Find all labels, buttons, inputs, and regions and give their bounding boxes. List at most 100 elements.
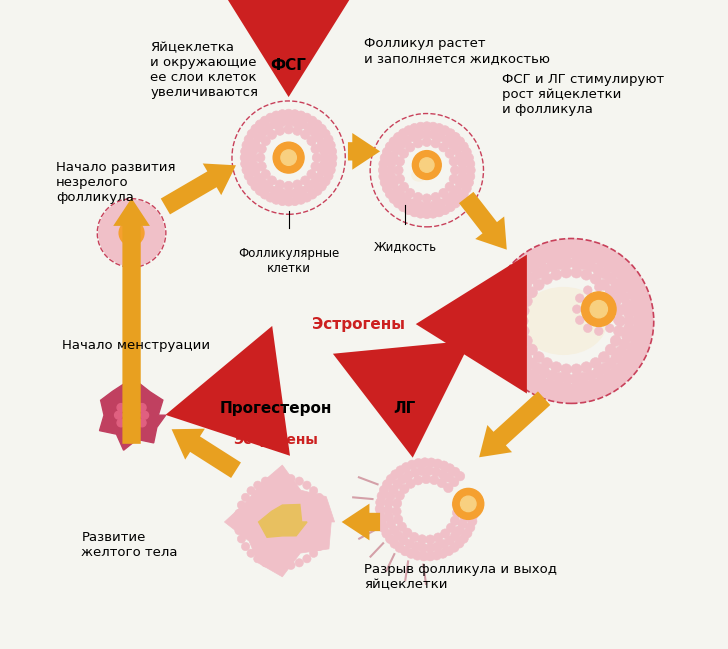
Circle shape (114, 249, 129, 263)
Circle shape (444, 473, 454, 482)
Circle shape (555, 382, 566, 393)
Circle shape (533, 279, 545, 290)
Circle shape (581, 361, 592, 373)
Circle shape (619, 339, 630, 350)
Circle shape (114, 202, 129, 217)
Circle shape (389, 137, 398, 146)
Circle shape (273, 142, 304, 173)
Circle shape (449, 478, 459, 487)
Circle shape (256, 120, 264, 129)
Circle shape (410, 532, 419, 542)
Circle shape (452, 500, 462, 509)
Circle shape (298, 186, 307, 195)
Circle shape (237, 501, 245, 509)
Circle shape (124, 399, 132, 407)
Circle shape (250, 528, 258, 537)
Circle shape (465, 159, 475, 169)
Polygon shape (100, 383, 166, 450)
Circle shape (321, 129, 330, 139)
Circle shape (275, 126, 285, 135)
Circle shape (249, 146, 258, 155)
Circle shape (530, 258, 541, 269)
Circle shape (428, 209, 438, 218)
Circle shape (643, 315, 654, 326)
Circle shape (386, 534, 395, 544)
Circle shape (392, 507, 401, 516)
Circle shape (241, 159, 250, 169)
Circle shape (451, 467, 460, 476)
Circle shape (379, 165, 388, 175)
Circle shape (253, 481, 262, 489)
Circle shape (278, 110, 287, 119)
Circle shape (101, 216, 115, 230)
Circle shape (576, 382, 587, 393)
Circle shape (314, 133, 323, 142)
Circle shape (539, 243, 550, 254)
Circle shape (526, 358, 537, 369)
Circle shape (456, 152, 464, 161)
Circle shape (513, 339, 523, 350)
Circle shape (610, 336, 621, 347)
Circle shape (416, 122, 425, 132)
Circle shape (278, 562, 287, 570)
Circle shape (148, 236, 162, 250)
Circle shape (596, 255, 606, 266)
Text: Эстрогены: Эстрогены (312, 317, 405, 332)
Circle shape (422, 202, 432, 211)
Circle shape (326, 141, 336, 150)
Circle shape (563, 393, 574, 403)
Circle shape (422, 122, 432, 131)
Circle shape (595, 283, 603, 291)
Circle shape (141, 411, 149, 419)
Polygon shape (224, 465, 335, 577)
Circle shape (247, 549, 256, 557)
Circle shape (284, 117, 293, 126)
Circle shape (508, 308, 519, 319)
Circle shape (148, 216, 162, 230)
Circle shape (323, 518, 331, 526)
Circle shape (431, 139, 440, 148)
Circle shape (522, 379, 533, 390)
Text: ФСГ: ФСГ (271, 58, 306, 73)
Circle shape (413, 551, 422, 560)
Circle shape (381, 529, 391, 538)
Circle shape (379, 523, 388, 533)
Circle shape (582, 381, 594, 392)
Circle shape (607, 369, 618, 380)
Circle shape (267, 130, 277, 140)
Circle shape (428, 122, 438, 132)
Circle shape (405, 539, 414, 549)
Circle shape (505, 361, 515, 373)
Circle shape (524, 262, 536, 273)
Circle shape (599, 385, 610, 396)
Circle shape (320, 146, 328, 155)
Circle shape (446, 129, 455, 138)
Text: Начало менструации: Начало менструации (63, 339, 210, 352)
Circle shape (389, 179, 398, 189)
Circle shape (270, 186, 280, 195)
Circle shape (442, 195, 451, 205)
Circle shape (422, 194, 432, 203)
Circle shape (452, 186, 462, 195)
Circle shape (510, 277, 521, 288)
Circle shape (257, 162, 266, 171)
Circle shape (269, 561, 278, 569)
Circle shape (411, 468, 420, 477)
Circle shape (124, 424, 132, 432)
Circle shape (445, 149, 454, 158)
Circle shape (562, 258, 573, 269)
Circle shape (609, 252, 620, 263)
Circle shape (430, 130, 438, 140)
Circle shape (563, 248, 574, 259)
Circle shape (556, 392, 568, 403)
Circle shape (510, 331, 521, 342)
Circle shape (256, 186, 264, 195)
Circle shape (614, 375, 625, 386)
Circle shape (398, 202, 408, 212)
Circle shape (495, 286, 506, 297)
Circle shape (638, 291, 650, 302)
Circle shape (530, 373, 541, 384)
Circle shape (561, 364, 571, 375)
Circle shape (248, 518, 256, 526)
Circle shape (431, 467, 440, 476)
